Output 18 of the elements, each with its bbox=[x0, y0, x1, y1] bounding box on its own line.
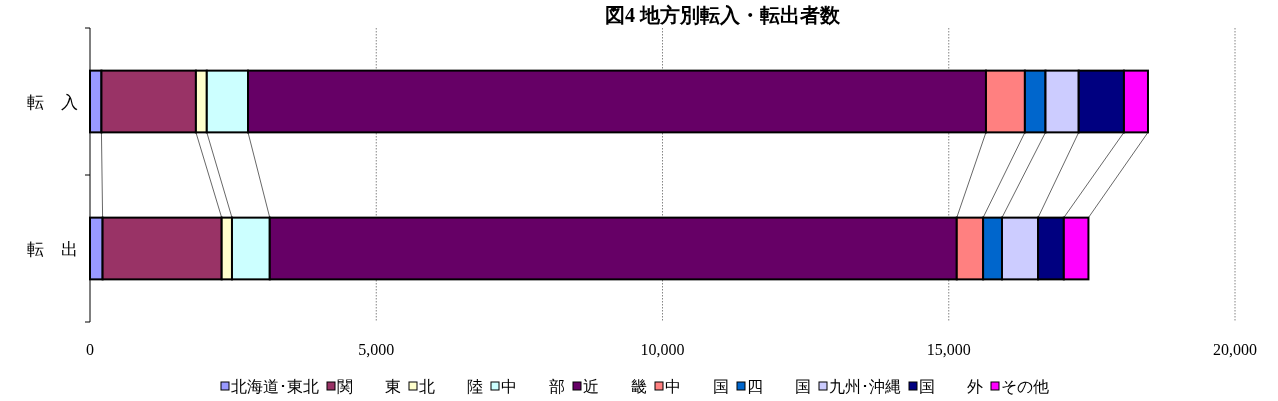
legend-label: 中 部 bbox=[501, 378, 565, 395]
x-tick-label: 10,000 bbox=[640, 341, 685, 358]
legend-label: 関 東 bbox=[337, 378, 401, 395]
x-tick-label: 5,000 bbox=[358, 341, 395, 358]
x-tick-label: 15,000 bbox=[926, 341, 971, 358]
legend-label: 四 国 bbox=[747, 378, 811, 395]
legend-label: 北 陸 bbox=[419, 378, 483, 395]
legend-label: その他 bbox=[1001, 378, 1049, 395]
y-tick-label: 転 入 bbox=[27, 92, 78, 112]
x-tick-label: 20,000 bbox=[1213, 341, 1257, 358]
chart-title: 図4 地方別転入・転出者数 bbox=[605, 4, 841, 26]
legend-label: 九州･沖縄 bbox=[829, 378, 901, 395]
y-tick-label: 転 出 bbox=[27, 239, 78, 259]
legend-label: 北海道･東北 bbox=[231, 378, 319, 395]
legend-label: 国 外 bbox=[919, 378, 983, 395]
x-tick-label: 0 bbox=[86, 341, 94, 358]
legend-label: 中 国 bbox=[665, 378, 729, 395]
legend-label: 近 畿 bbox=[583, 378, 647, 395]
